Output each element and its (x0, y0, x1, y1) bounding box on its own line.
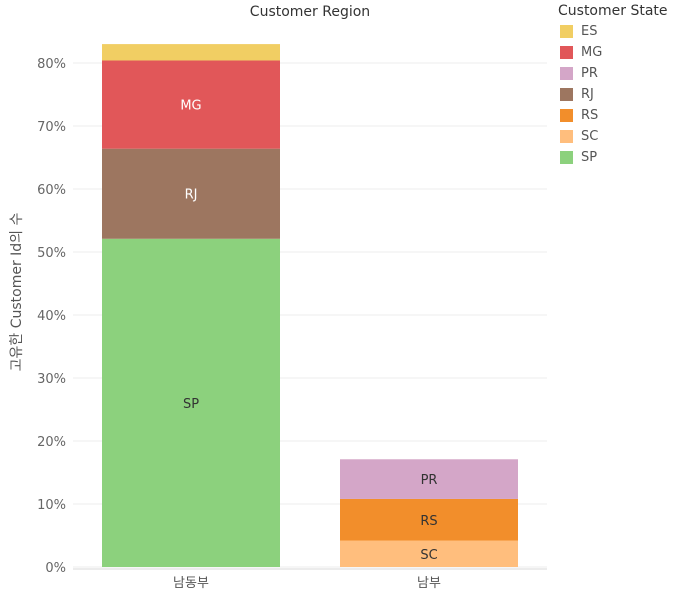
legend-label: ES (581, 24, 598, 39)
y-tick-label: 0% (45, 561, 66, 576)
legend-swatch (560, 25, 573, 38)
legend-item-sc[interactable]: SC (558, 126, 668, 147)
bar-segment-rs (340, 498, 518, 541)
legend-item-es[interactable]: ES (558, 21, 668, 42)
legend-swatch (560, 46, 573, 59)
legend-swatch (560, 67, 573, 80)
legend-label: RS (581, 108, 599, 123)
y-tick-label: 20% (37, 435, 66, 450)
legend-swatch (560, 130, 573, 143)
legend-swatch (560, 88, 573, 101)
segment-label-rj: RJ (185, 188, 198, 203)
legend-label: PR (581, 66, 598, 81)
legend-items: ES MG PR RJ RS SC SP (558, 21, 668, 168)
segment-label-pr: PR (421, 473, 438, 488)
bar-segment-mg (102, 60, 280, 149)
chart-title: Customer Region (250, 4, 370, 20)
legend-swatch (560, 151, 573, 164)
bar-segment-pr (340, 459, 518, 499)
segment-labels: SP RJ MG SC RS PR (180, 99, 437, 563)
bar-segment-sc (340, 540, 518, 567)
legend-label: MG (581, 45, 603, 60)
legend-label: RJ (581, 87, 594, 102)
y-axis-ticks: 0% 10% 20% 30% 40% 50% 60% 70% 80% (37, 57, 66, 576)
y-axis-label: 고유한 Customer Id의 수 (9, 213, 25, 372)
bar-segment-rj (102, 148, 280, 239)
legend-item-pr[interactable]: PR (558, 63, 668, 84)
legend-item-mg[interactable]: MG (558, 42, 668, 63)
y-tick-label: 70% (37, 120, 66, 135)
y-tick-label: 10% (37, 498, 66, 513)
legend-label: SC (581, 129, 599, 144)
segment-label-mg: MG (180, 99, 201, 114)
legend-swatch (560, 109, 573, 122)
y-tick-label: 60% (37, 183, 66, 198)
y-tick-label: 80% (37, 57, 66, 72)
bar-segment-es (102, 44, 280, 61)
segment-label-rs: RS (420, 514, 437, 529)
legend-item-rs[interactable]: RS (558, 105, 668, 126)
bar-segment-sp (102, 238, 280, 567)
x-axis-ticks: 남동부 남부 (173, 576, 441, 591)
legend-title: Customer State (558, 3, 668, 19)
legend-item-rj[interactable]: RJ (558, 84, 668, 105)
y-tick-label: 30% (37, 372, 66, 387)
bars (102, 44, 518, 567)
legend-item-sp[interactable]: SP (558, 147, 668, 168)
x-tick-label: 남동부 (173, 576, 209, 591)
x-tick-label: 남부 (417, 576, 441, 591)
y-tick-label: 40% (37, 309, 66, 324)
legend-label: SP (581, 150, 598, 165)
y-tick-label: 50% (37, 246, 66, 261)
segment-label-sp: SP (183, 397, 199, 412)
legend: Customer State ES MG PR RJ RS SC SP (558, 3, 668, 168)
segment-label-sc: SC (420, 548, 437, 563)
